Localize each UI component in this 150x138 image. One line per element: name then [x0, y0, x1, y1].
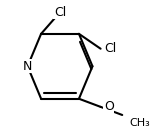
Text: Cl: Cl: [105, 42, 117, 55]
Text: CH₃: CH₃: [129, 118, 150, 128]
Text: N: N: [23, 60, 32, 73]
Text: Cl: Cl: [54, 6, 66, 19]
Text: O: O: [104, 100, 114, 113]
